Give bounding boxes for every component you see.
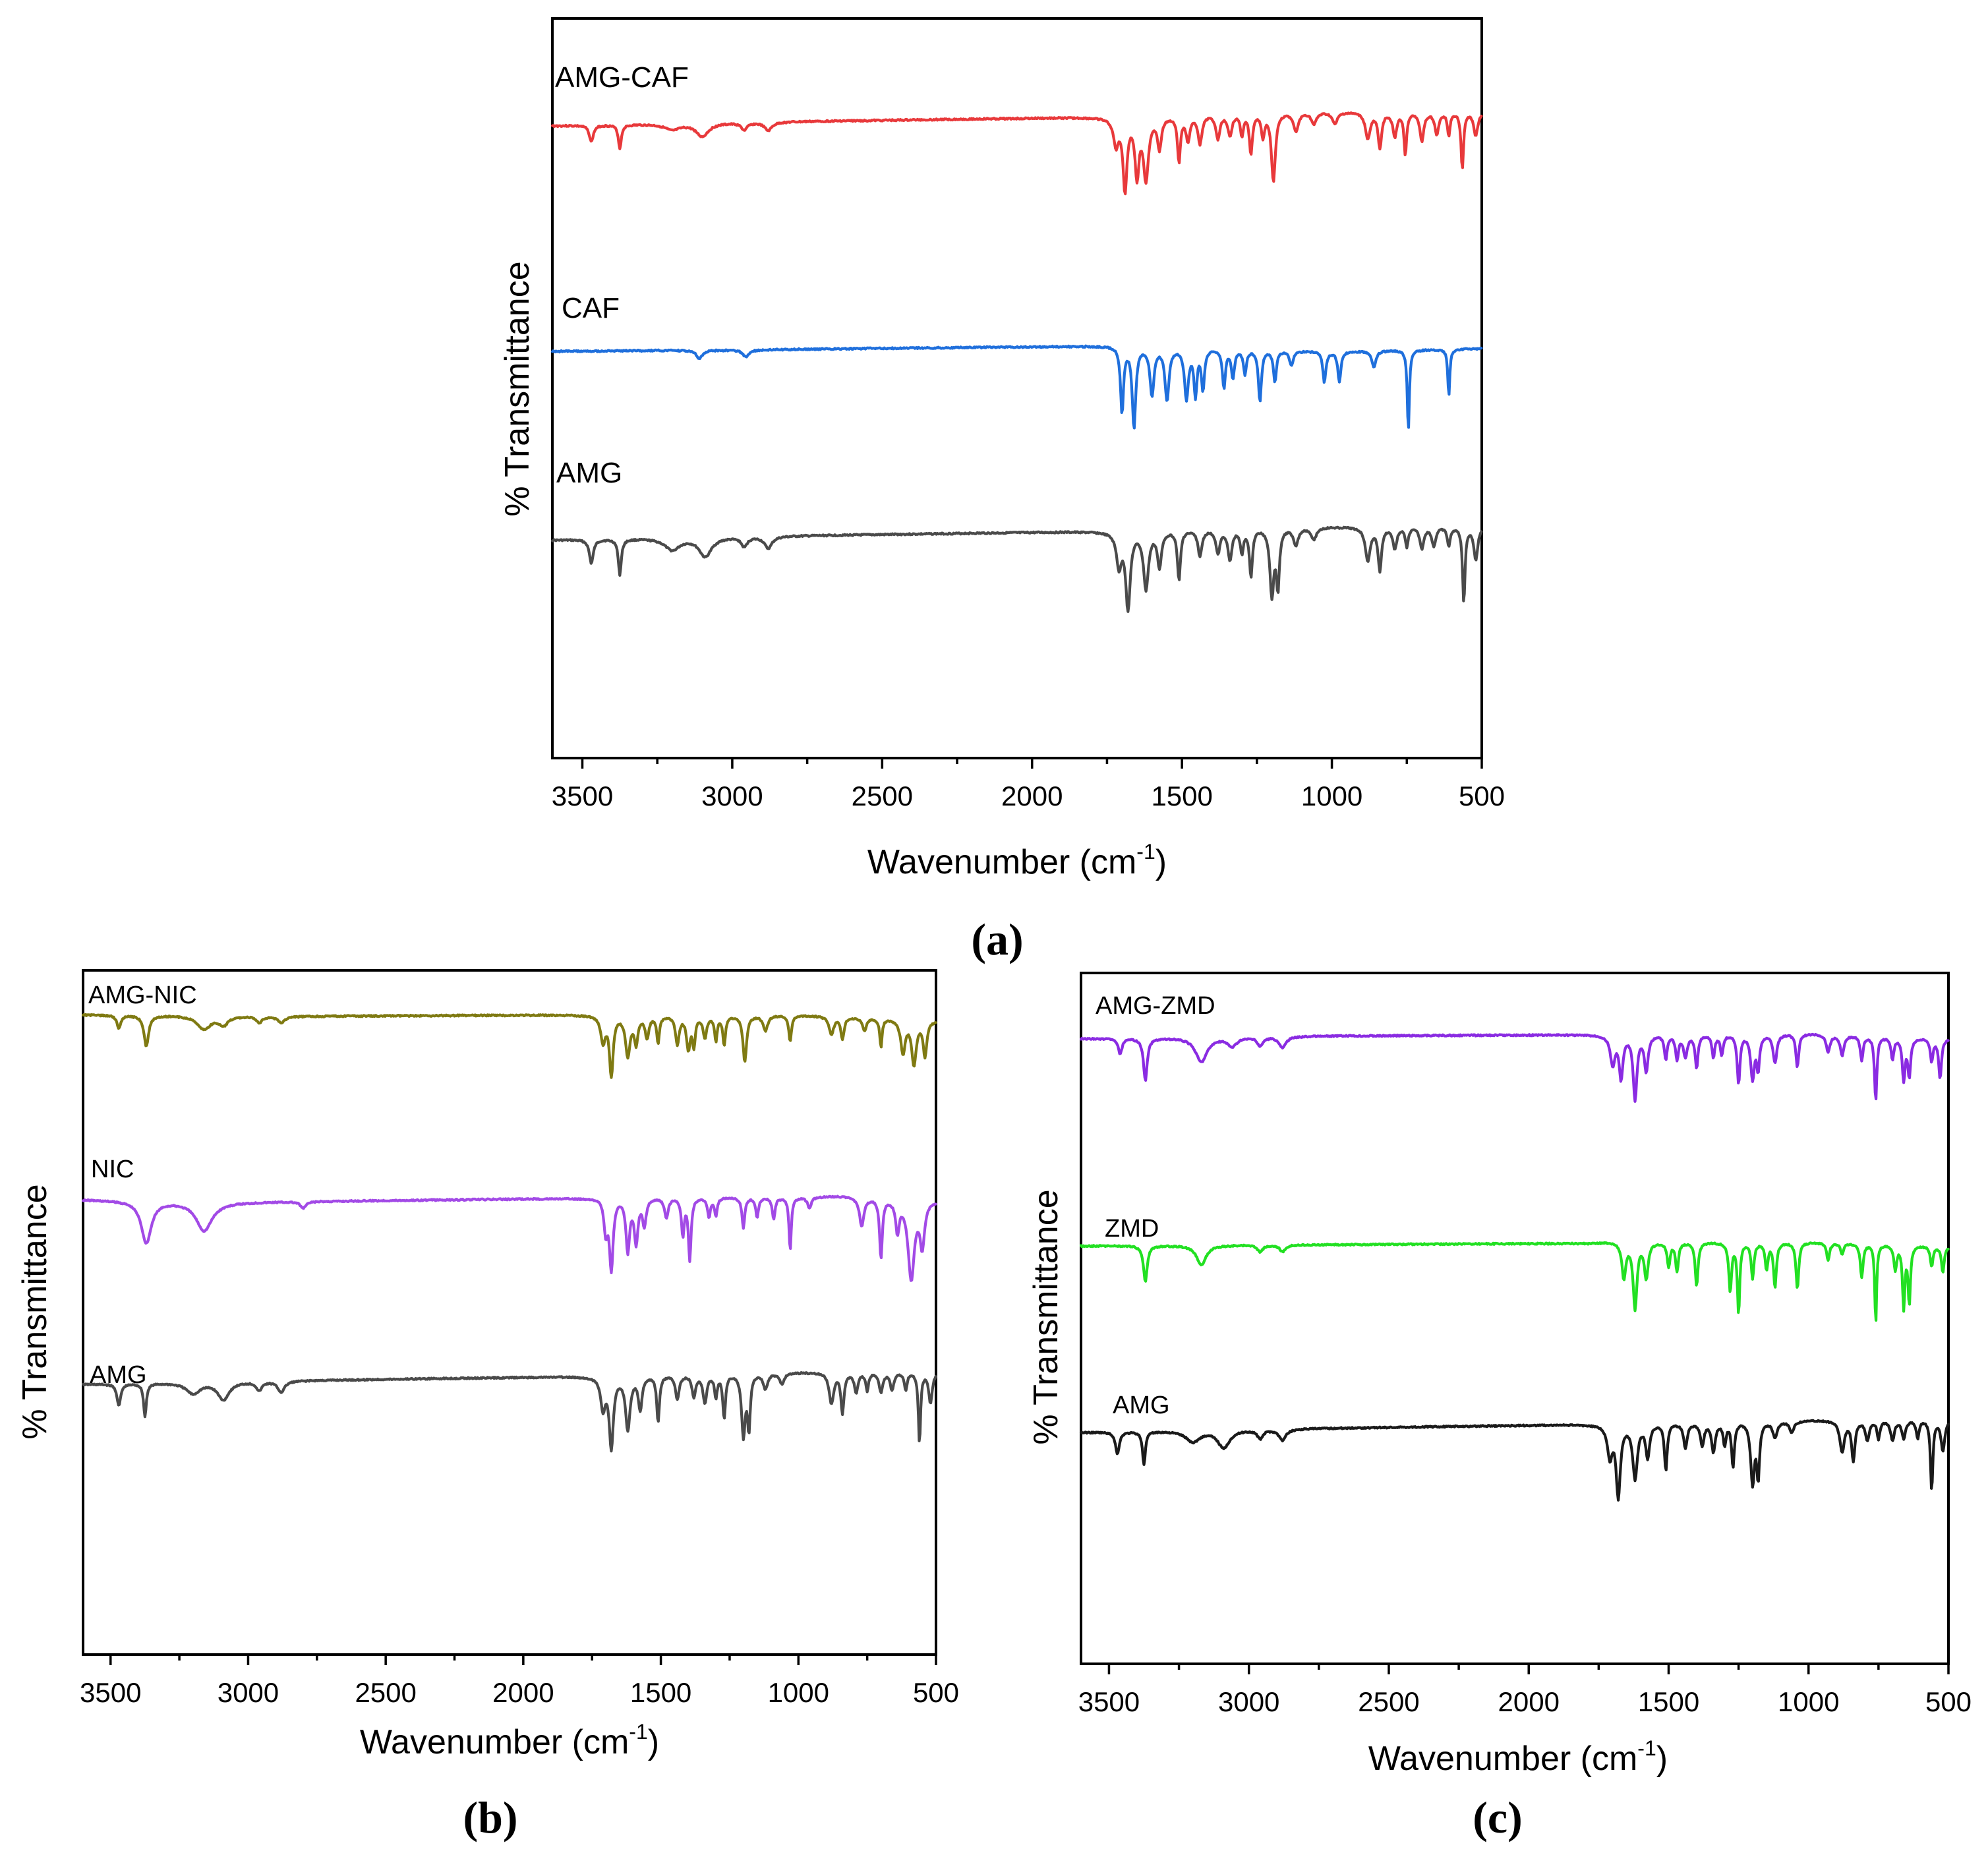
panel-c-x-ticks: 3500 3000 2500 2000 1500 1000 500: [1078, 1664, 1972, 1717]
panel-b-x-ticks: 3500 3000 2500 2000 1500 1000 500: [80, 1655, 959, 1708]
panel-c-tick-label-2500: 2500: [1358, 1686, 1419, 1717]
panel-b-letter: (b): [463, 1792, 517, 1842]
panel-c-tick-label-3500: 3500: [1078, 1686, 1140, 1717]
panel-c-tick-label-1500: 1500: [1638, 1686, 1699, 1717]
panel-c-label-amg-zmd: AMG-ZMD: [1096, 992, 1215, 1020]
panel-a-tick-label-2000: 2000: [1001, 780, 1063, 811]
panel-c-trace-zmd: [1079, 1241, 1950, 1322]
panel-c-plot-frame: [1080, 972, 1950, 1665]
panel-a-traces: [550, 111, 1483, 613]
panel-b-tick-label-2500: 2500: [355, 1677, 416, 1708]
panel-a: 3500 3000 2500 2000 1500 1000 500 AMG-CAF CAF …: [498, 17, 1505, 964]
panel-b-trace-amg-nic: [81, 1013, 937, 1079]
panel-b-tick-label-1500: 1500: [630, 1677, 691, 1708]
panel-b-plot-frame: [82, 969, 937, 1656]
panel-c-y-axis-title: % Transmittance: [1027, 1189, 1065, 1444]
panel-a-trace-caf: [550, 344, 1483, 430]
panel-c-traces: [1079, 1032, 1950, 1502]
panel-b-tick-label-500: 500: [913, 1677, 959, 1708]
panel-b-y-axis-title: % Transmittance: [16, 1184, 54, 1439]
panel-a-letter: (a): [971, 914, 1023, 964]
panel-b-trace-nic: [81, 1194, 937, 1282]
panel-a-tick-label-1000: 1000: [1301, 780, 1362, 811]
panel-a-x-ticks: 3500 3000 2500 2000 1500 1000 500: [552, 758, 1505, 811]
panel-a-label-amg-caf: AMG-CAF: [555, 61, 689, 94]
panel-a-label-amg: AMG: [556, 457, 622, 489]
panel-a-label-caf: CAF: [562, 292, 620, 324]
panel-c: 3500 3000 2500 2000 1500 1000 500 AMG-ZMD ZMD …: [1027, 972, 1972, 1842]
panel-b-label-amg: AMG: [90, 1361, 147, 1389]
panel-a-tick-label-1500: 1500: [1151, 780, 1212, 811]
panel-b-trace-amg: [81, 1371, 937, 1453]
panel-b-tick-label-2000: 2000: [492, 1677, 554, 1708]
panel-c-tick-label-3000: 3000: [1218, 1686, 1279, 1717]
panel-c-tick-label-2000: 2000: [1498, 1686, 1560, 1717]
panel-a-tick-label-3000: 3000: [701, 780, 763, 811]
panel-c-label-amg: AMG: [1113, 1392, 1170, 1419]
panel-a-trace-amg: [550, 525, 1483, 613]
panel-b-tick-label-1000: 1000: [768, 1677, 829, 1708]
panel-a-tick-label-500: 500: [1459, 780, 1505, 811]
panel-b: 3500 3000 2500 2000 1500 1000 500 AMG-NIC NIC …: [16, 969, 959, 1842]
panel-b-traces: [81, 1013, 937, 1453]
panel-c-x-axis-title: Wavenumber (cm-1): [1368, 1736, 1668, 1778]
panel-b-label-nic: NIC: [91, 1156, 134, 1183]
panel-a-tick-label-2500: 2500: [852, 780, 913, 811]
panel-b-label-amg-nic: AMG-NIC: [88, 982, 197, 1009]
panel-a-x-axis-title: Wavenumber (cm-1): [867, 840, 1167, 881]
panel-c-tick-label-500: 500: [1925, 1686, 1972, 1717]
panel-a-tick-label-3500: 3500: [552, 780, 613, 811]
panel-b-tick-label-3500: 3500: [80, 1677, 141, 1708]
panel-c-trace-amg-zmd: [1079, 1032, 1950, 1103]
panel-a-plot-frame: [551, 17, 1483, 759]
panel-b-tick-label-3000: 3000: [218, 1677, 279, 1708]
panel-a-trace-amg-caf: [550, 111, 1483, 196]
panel-c-trace-amg: [1079, 1419, 1950, 1502]
panel-b-x-axis-title: Wavenumber (cm-1): [360, 1720, 659, 1761]
panel-a-y-axis-title: % Transmittance: [498, 261, 537, 516]
panel-c-label-zmd: ZMD: [1105, 1215, 1159, 1243]
panel-c-tick-label-1000: 1000: [1778, 1686, 1839, 1717]
panel-c-letter: (c): [1473, 1792, 1522, 1842]
